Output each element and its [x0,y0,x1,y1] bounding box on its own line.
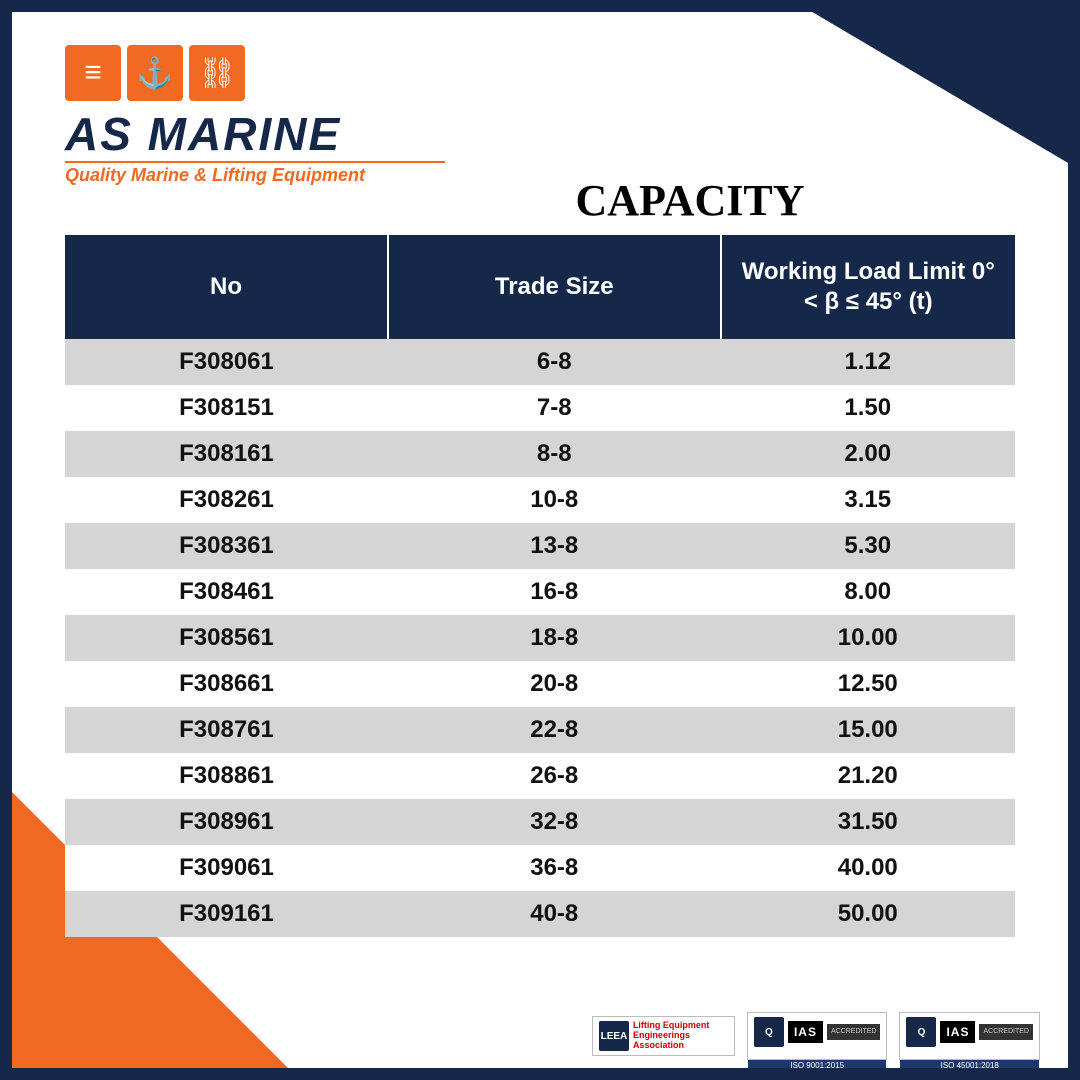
brand-logo: ≡ ⚓ ⛓ AS MARINE Quality Marine & Lifting… [65,45,445,186]
table-cell: 1.12 [721,339,1016,385]
table-cell: 18-8 [388,615,721,661]
table-cell: F308661 [65,661,388,707]
table-cell: F308761 [65,707,388,753]
table-cell: 20-8 [388,661,721,707]
table-row: F30916140-850.00 [65,891,1015,937]
table-cell: 12.50 [721,661,1016,707]
table-cell: 8-8 [388,431,721,477]
cert-iso9001: Q IAS ACCREDITED ISO 9001:2015 [747,1012,888,1060]
capacity-table-wrap: No Trade Size Working Load Limit 0° < β … [65,235,1015,937]
ias-label: IAS [940,1021,975,1043]
table-cell: 1.50 [721,385,1016,431]
table-cell: 13-8 [388,523,721,569]
table-cell: 21.20 [721,753,1016,799]
table-cell: 16-8 [388,569,721,615]
table-cell: 40.00 [721,845,1016,891]
table-row: F3081618-82.00 [65,431,1015,477]
accredited-label: ACCREDITED [979,1024,1033,1040]
brand-icon-row: ≡ ⚓ ⛓ [65,45,445,101]
table-row: F30896132-831.50 [65,799,1015,845]
table-cell: 5.30 [721,523,1016,569]
table-row: F30836113-85.30 [65,523,1015,569]
table-row: F3080616-81.12 [65,339,1015,385]
col-header-wll: Working Load Limit 0° < β ≤ 45° (t) [721,235,1016,339]
ias-badge-icon: Q [754,1017,784,1047]
iso-45001-label: ISO 45001:2018 [900,1060,1039,1071]
table-cell: F308461 [65,569,388,615]
table-cell: 22-8 [388,707,721,753]
table-row: F30846116-88.00 [65,569,1015,615]
table-row: F30876122-815.00 [65,707,1015,753]
table-row: F30906136-840.00 [65,845,1015,891]
table-row: F30886126-821.20 [65,753,1015,799]
table-header-row: No Trade Size Working Load Limit 0° < β … [65,235,1015,339]
table-cell: 2.00 [721,431,1016,477]
leea-text: Lifting Equipment Engineerings Associati… [633,1021,728,1051]
table-cell: 3.15 [721,477,1016,523]
table-cell: F309161 [65,891,388,937]
table-cell: 6-8 [388,339,721,385]
brand-icon-stripes: ≡ [65,45,121,101]
table-cell: F308261 [65,477,388,523]
table-row: F30866120-812.50 [65,661,1015,707]
certifications-row: LEEA Lifting Equipment Engineerings Asso… [592,1012,1040,1060]
table-row: F3081517-81.50 [65,385,1015,431]
brand-icon-anchor: ⚓ [127,45,183,101]
table-row: F30826110-83.15 [65,477,1015,523]
capacity-table: No Trade Size Working Load Limit 0° < β … [65,235,1015,937]
table-cell: 40-8 [388,891,721,937]
table-cell: F308361 [65,523,388,569]
table-cell: 10-8 [388,477,721,523]
table-row: F30856118-810.00 [65,615,1015,661]
ias-badge-icon: Q [906,1017,936,1047]
table-cell: F308561 [65,615,388,661]
col-header-no: No [65,235,388,339]
table-cell: 26-8 [388,753,721,799]
table-cell: 50.00 [721,891,1016,937]
cert-leea: LEEA Lifting Equipment Engineerings Asso… [592,1016,735,1056]
table-cell: F309061 [65,845,388,891]
table-cell: F308061 [65,339,388,385]
accredited-label: ACCREDITED [827,1024,881,1040]
table-cell: 31.50 [721,799,1016,845]
table-cell: 15.00 [721,707,1016,753]
table-cell: F308861 [65,753,388,799]
corner-top-right [600,0,1080,170]
leea-badge-icon: LEEA [599,1021,629,1051]
table-cell: 8.00 [721,569,1016,615]
table-cell: 10.00 [721,615,1016,661]
brand-icon-chain: ⛓ [189,45,245,101]
cert-iso45001: Q IAS ACCREDITED ISO 45001:2018 [899,1012,1040,1060]
page-title: CAPACITY [0,175,1080,226]
table-cell: 36-8 [388,845,721,891]
table-cell: F308961 [65,799,388,845]
table-cell: F308161 [65,431,388,477]
iso-9001-label: ISO 9001:2015 [748,1060,887,1071]
table-cell: F308151 [65,385,388,431]
table-cell: 7-8 [388,385,721,431]
col-header-trade-size: Trade Size [388,235,721,339]
table-cell: 32-8 [388,799,721,845]
brand-name: AS MARINE [65,107,445,161]
ias-label: IAS [788,1021,823,1043]
